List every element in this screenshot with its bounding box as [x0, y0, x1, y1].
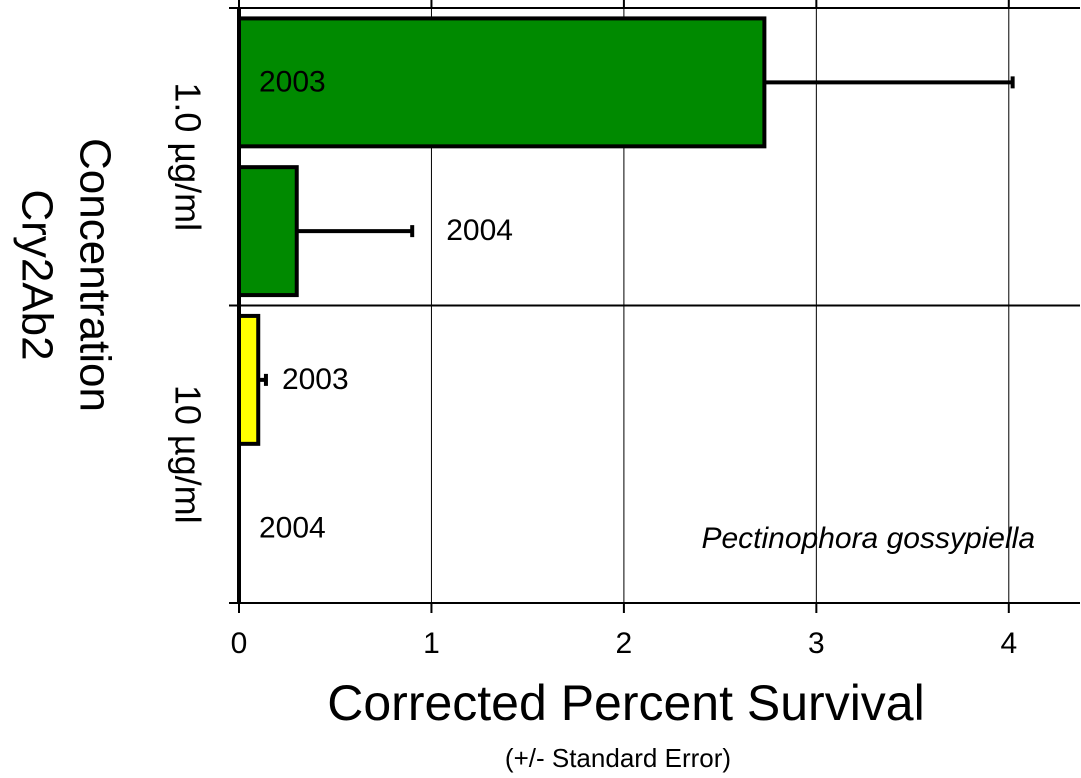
- group-label: 10 µg/ml: [167, 385, 208, 524]
- annotation: Pectinophora gossypiella: [701, 522, 1035, 555]
- y-axis-title: Cry2Ab2: [12, 189, 61, 360]
- y-axis-title: Concentration: [70, 138, 119, 412]
- x-tick-label: 3: [808, 627, 825, 660]
- x-axis-title: Corrected Percent Survival: [327, 675, 924, 731]
- bar-label: 2003: [282, 363, 349, 396]
- bar-label: 2004: [446, 214, 513, 247]
- bar: [237, 313, 261, 446]
- group-label: 1.0 µg/ml: [167, 82, 208, 231]
- bar-label: 2003: [259, 65, 326, 98]
- x-tick-label: 4: [1000, 627, 1017, 660]
- bar: [237, 165, 299, 298]
- x-axis-subtitle: (+/- Standard Error): [505, 743, 731, 773]
- x-tick-label: 2: [616, 627, 633, 660]
- bar-label: 2004: [259, 512, 326, 545]
- x-tick-label: 0: [231, 627, 248, 660]
- x-tick-label: 1: [423, 627, 440, 660]
